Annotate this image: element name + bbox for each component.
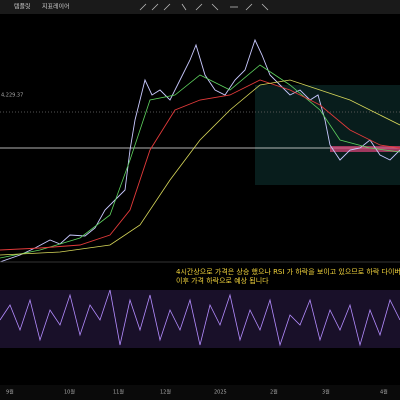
toolbar-item[interactable]: 템플릿 [14,4,31,11]
x-label: 2월 [270,389,278,396]
time-axis [0,385,400,400]
ma-fast [0,64,400,259]
x-label: 3월 [322,389,330,396]
x-label: 4월 [380,389,388,396]
rsi-band [0,290,400,348]
annotation: 이후 가격 하락으로 예상 됩니다 [176,276,269,285]
annotation: 4시간상으로 가격은 상승 했으나 RSI 가 하락을 보이고 있으므로 하락 … [176,267,400,276]
ma-mid [0,79,400,251]
price-label: 4,229.37 [1,93,23,99]
x-label: 12월 [160,389,171,396]
zone [255,85,400,185]
price-line [0,38,400,263]
toolbar [0,0,400,14]
zone-highlight [330,146,400,152]
ma-slow [0,79,400,256]
drawing-tools[interactable] [139,3,269,11]
x-label: 11월 [113,389,124,396]
toolbar-item[interactable]: 지표레이어 [42,3,70,11]
x-label: 2025 [214,390,227,396]
x-label: 10월 [64,389,75,396]
rsi-line [0,289,400,347]
x-label: 9월 [6,389,14,396]
